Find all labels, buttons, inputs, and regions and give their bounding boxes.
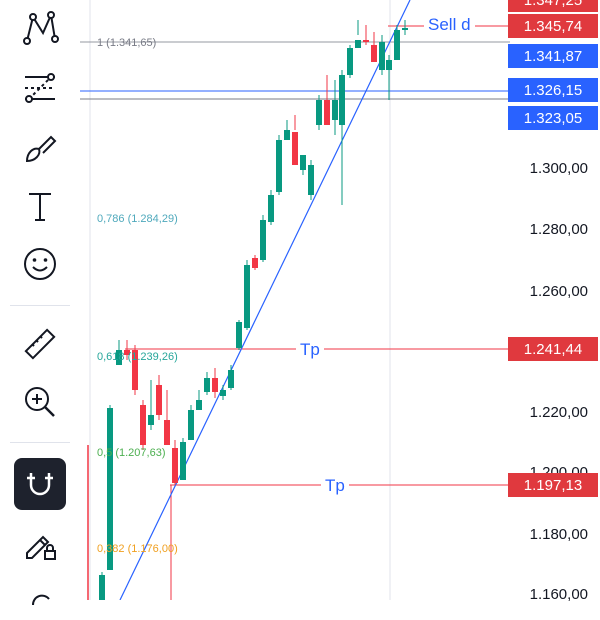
candle-body <box>308 165 314 195</box>
fib-label-786: 0,786 (1.284,29) <box>97 213 178 225</box>
candle-body <box>107 408 113 570</box>
price-tick: 1.260,00 <box>529 283 588 300</box>
candle-body <box>276 140 282 192</box>
price-tick: 1.180,00 <box>529 526 588 543</box>
zoom-tool-button[interactable] <box>10 378 70 426</box>
candle-body <box>284 130 290 140</box>
candle-body <box>379 42 385 70</box>
candle-body <box>116 350 122 365</box>
candle-body <box>204 378 210 392</box>
fib-label-618: 0,618 (1.239,26) <box>97 351 178 363</box>
candle-body <box>386 60 392 70</box>
more-tool-icon <box>31 594 50 606</box>
candle-body <box>180 442 186 480</box>
candle-body <box>332 100 338 120</box>
price-tick: 1.300,00 <box>529 160 588 177</box>
lock-draw-tool-icon <box>26 535 56 560</box>
candle-body <box>244 265 250 328</box>
candle-body <box>124 350 130 355</box>
price-tick: 1.220,00 <box>529 404 588 421</box>
price-tick: 1.160,00 <box>529 586 588 603</box>
fib-tool-button[interactable] <box>10 64 70 112</box>
candle-body <box>363 40 369 42</box>
fib-label-382: 0,382 (1.176,00) <box>97 543 178 555</box>
emoji-tool-button[interactable] <box>10 240 70 288</box>
sell-line-label[interactable]: Sell d <box>424 15 475 35</box>
brush-tool-icon <box>25 135 57 163</box>
candle-body <box>355 40 361 48</box>
tp-badge-1: 1.241,44 <box>508 337 598 361</box>
candle-body <box>156 385 162 415</box>
text-tool-button[interactable] <box>10 182 70 230</box>
current-price-badge: 1.341,87 <box>508 44 598 68</box>
candle-body <box>268 195 274 222</box>
ruler-tool-icon <box>24 328 56 360</box>
price-tick: 1.280,00 <box>529 221 588 238</box>
candle-body <box>236 322 242 348</box>
tp-line-label-2[interactable]: Tp <box>321 476 349 496</box>
candle-body <box>371 45 377 62</box>
drawing-toolbar <box>0 0 80 606</box>
candle-body <box>220 390 226 396</box>
fib-label-5: 0,5 (1.207,63) <box>97 447 166 459</box>
candle-body <box>212 378 218 392</box>
candle-body <box>164 420 170 445</box>
level-badge-b: 1.323,05 <box>508 106 598 130</box>
text-tool-icon <box>29 193 51 221</box>
trend-line <box>119 0 411 600</box>
candle-body <box>252 258 258 268</box>
sell-price-badge: 1.345,74 <box>508 14 598 38</box>
candle-body <box>300 155 306 170</box>
zoom-tool-icon <box>25 387 55 417</box>
candles <box>99 20 408 600</box>
more-tool-button[interactable] <box>10 572 70 620</box>
candle-body <box>347 48 353 75</box>
candle-body <box>292 132 298 165</box>
price-badge-top: 1.347,25 <box>508 0 598 12</box>
lock-draw-tool-button[interactable] <box>10 520 70 568</box>
candle-body <box>99 575 105 600</box>
magnet-tool-button[interactable] <box>14 458 66 510</box>
candle-body <box>172 448 178 483</box>
candle-body <box>324 100 330 125</box>
candle-body <box>228 370 234 388</box>
candle-body <box>132 350 138 390</box>
toolbar-divider <box>10 442 70 443</box>
ruler-tool-button[interactable] <box>10 320 70 368</box>
pattern-tool-button[interactable] <box>10 4 70 52</box>
chart-area[interactable]: 1 (1.341,65) 0,786 (1.284,29) 0,618 (1.2… <box>80 0 600 603</box>
fib-tool-icon <box>25 73 55 103</box>
candle-body <box>188 410 194 440</box>
candle-body <box>402 28 408 30</box>
candle-body <box>394 30 400 60</box>
fib-label-1: 1 (1.341,65) <box>97 37 157 49</box>
candle-body <box>196 400 202 410</box>
magnet-tool-icon <box>27 473 53 496</box>
chart-canvas[interactable] <box>80 0 600 600</box>
candle-body <box>140 405 146 445</box>
candle-body <box>316 100 322 125</box>
emoji-tool-icon <box>24 248 56 280</box>
candle-body <box>148 415 154 425</box>
pattern-tool-icon <box>23 11 59 45</box>
brush-tool-button[interactable] <box>10 124 70 172</box>
candle-body <box>260 220 266 260</box>
level-badge-a: 1.326,15 <box>508 78 598 102</box>
tp-line-label-1[interactable]: Tp <box>296 340 324 360</box>
toolbar-divider <box>10 305 70 306</box>
tp-badge-2: 1.197,13 <box>508 473 598 497</box>
candle-body <box>339 75 345 125</box>
